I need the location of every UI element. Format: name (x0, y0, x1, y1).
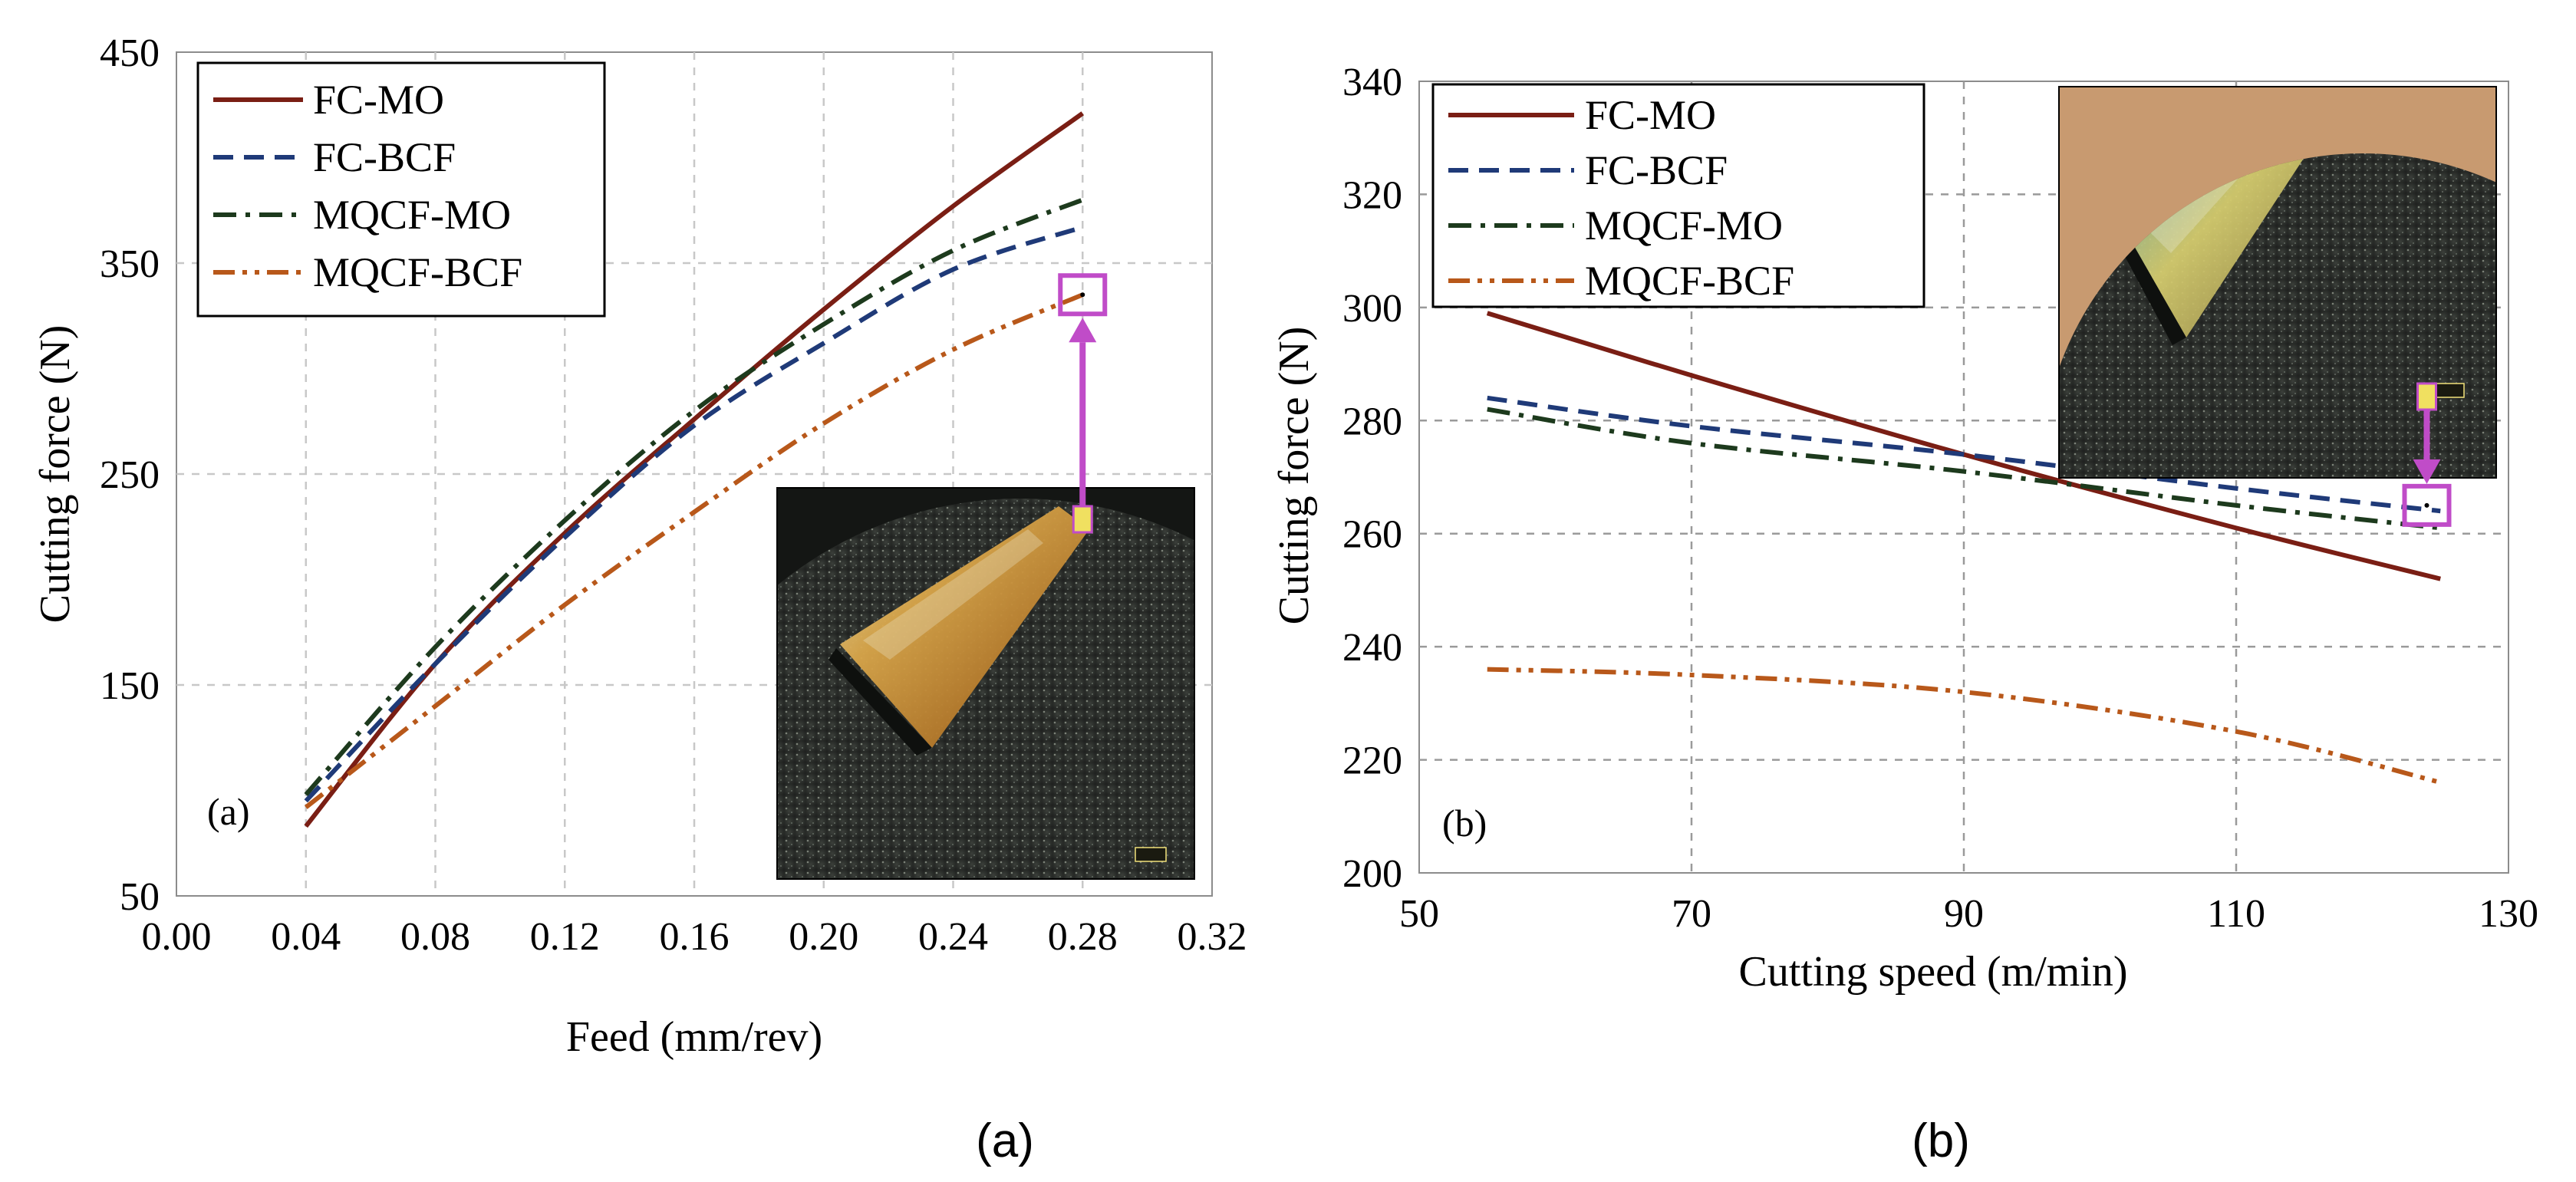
panel-b-y-tick-label: 340 (1342, 61, 1402, 104)
panel-b-legend-label-mqcf-bcf: MQCF-BCF (1585, 258, 1794, 304)
panel-a-highlight-arrowhead (1069, 318, 1097, 343)
panel-a-x-tick-label: 0.32 (1178, 915, 1247, 959)
panel-b-y-tick-label: 200 (1342, 852, 1402, 896)
panel-a-legend-label-fc-bcf: FC-BCF (313, 134, 456, 180)
panel-b-series (1486, 311, 2441, 785)
panel-b-y-tick-labels: 200 220 240 260 280 300 320 340 (1342, 61, 1402, 896)
panel-a-x-axis-title: Feed (mm/rev) (566, 1013, 822, 1061)
panel-b-legend-label-fc-mo: FC-MO (1585, 92, 1716, 138)
panel-a-y-tick-label: 450 (100, 31, 160, 75)
panel-b-legend: FC-MO FC-BCF MQCF-MO MQCF-BCF (1431, 83, 1925, 308)
panel-a-y-tick-label: 250 (100, 453, 160, 497)
panel-a-highlight-box (1058, 273, 1108, 317)
panel-b-label: (b) (1442, 802, 1487, 845)
panel-b-x-axis-title: Cutting speed (m/min) (1738, 948, 2127, 996)
panel-b-highlight-box (2402, 483, 2452, 527)
panel-a-series-fc-bcf (304, 225, 1084, 803)
panel-a-x-tick-label: 0.24 (918, 915, 988, 959)
panel-b-highlight-point (2424, 502, 2429, 508)
panel-b-x-tick-label: 70 (1672, 892, 1711, 936)
panel-b-y-tick-label: 280 (1342, 400, 1402, 443)
panel-a-x-tick-label: 0.20 (789, 915, 858, 959)
panel-b-highlight-arrowhead (2413, 459, 2441, 484)
panel-b-inset-photo (2058, 86, 2497, 479)
panel-b-x-tick-label: 50 (1399, 892, 1439, 936)
panel-a-x-tick-label: 0.12 (530, 915, 600, 959)
panel-b-y-tick-label: 320 (1342, 173, 1402, 217)
panel-a-series (304, 111, 1084, 828)
panel-a-x-tick-labels: 0.00 0.04 0.08 0.12 0.16 0.20 0.24 0.28 0.32 (142, 915, 1247, 959)
panel-b-legend-label-mqcf-mo: MQCF-MO (1585, 202, 1783, 249)
panel-b-y-tick-label: 300 (1342, 287, 1402, 331)
panel-a-label: (a) (207, 790, 250, 833)
panel-a-highlight-point (1080, 292, 1085, 298)
panel-b-legend-label-fc-bcf: FC-BCF (1585, 147, 1728, 193)
panel-a-legend-label-mqcf-bcf: MQCF-BCF (313, 249, 522, 295)
panel-a-highlight-origin (1072, 505, 1093, 534)
panel-a-x-tick-label: 0.28 (1048, 915, 1118, 959)
panel-a-legend-label-mqcf-mo: MQCF-MO (313, 192, 511, 238)
panel-a-series-fc-mo (304, 111, 1084, 828)
panel-a-highlight (1058, 273, 1108, 534)
panel-a-series-mqcf-bcf (304, 292, 1084, 809)
panel-b-y-tick-label: 240 (1342, 626, 1402, 670)
panel-a-x-tick-label: 0.16 (660, 915, 730, 959)
panel-b-x-tick-label: 110 (2207, 892, 2265, 936)
panel-a-y-tick-label: 150 (100, 664, 160, 708)
panel-b-caption: (b) (1912, 1115, 1970, 1167)
panel-a-x-tick-label: 0.00 (142, 915, 212, 959)
panel-b-x-tick-label: 90 (1944, 892, 1984, 936)
panel-a-x-tick-label: 0.08 (400, 915, 470, 959)
panel-b-highlight (2402, 382, 2452, 527)
panel-a-y-axis-title: Cutting force (N) (31, 325, 79, 624)
panel-a-y-tick-label: 50 (120, 875, 160, 919)
panel-b-x-tick-labels: 50 70 90 110 130 (1399, 892, 2538, 936)
panel-b-y-tick-label: 220 (1342, 739, 1402, 783)
panel-b-series-mqcf-bcf (1487, 667, 2441, 785)
panel-a-series-mqcf-mo (304, 197, 1084, 796)
panel-a-inset-photo (776, 487, 1195, 880)
panel-a-legend: FC-MO FC-BCF MQCF-MO MQCF-BCF (196, 61, 606, 318)
panel-b-x-tick-label: 130 (2479, 892, 2538, 936)
panel-a-legend-label-fc-mo: FC-MO (313, 77, 444, 123)
panel-a-caption: (a) (976, 1115, 1034, 1167)
panel-b-series-mqcf-mo (1487, 407, 2441, 531)
panel-a-scale-bar (1135, 847, 1167, 862)
panel-b-y-axis-title: Cutting force (N) (1270, 327, 1318, 625)
panel-b-scale-bar (2433, 383, 2465, 398)
panel-b-series-fc-bcf (1487, 395, 2441, 514)
panel-b-highlight-origin (2416, 382, 2437, 411)
panel-a-y-tick-label: 350 (100, 242, 160, 286)
panel-b: 200 220 240 260 280 300 320 340 50 70 90 110 130 (1270, 61, 2538, 1167)
panel-a-x-tick-label: 0.04 (271, 915, 341, 959)
panel-a-y-tick-labels: 50 150 250 350 450 (100, 31, 160, 919)
panel-b-y-tick-label: 260 (1342, 513, 1402, 557)
